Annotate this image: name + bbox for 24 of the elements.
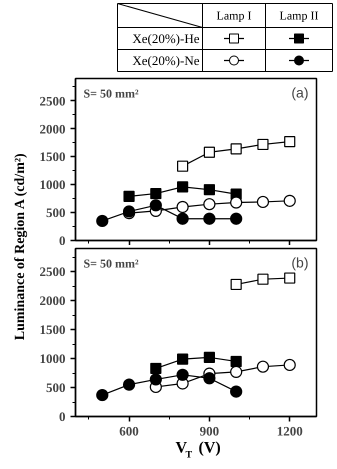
y-tick-label: 1500 xyxy=(40,322,66,338)
text: Lamp II xyxy=(280,8,318,22)
x-tick-label: 900 xyxy=(200,424,220,438)
y-tick-label: 2000 xyxy=(40,293,66,308)
legend-label: Xe(20%)-He xyxy=(132,31,200,46)
y-tick-label: 2500 xyxy=(40,264,66,280)
y-tick-label: 1500 xyxy=(40,149,66,164)
y-tick-label: 0 xyxy=(59,409,66,424)
y-tick-label: 500 xyxy=(46,205,66,220)
x-tick-label: 1200 xyxy=(276,424,303,438)
x-tick-label: 600 xyxy=(119,424,139,438)
annotation: S= 50 mm² xyxy=(84,256,140,270)
y-tick-label: 0 xyxy=(59,233,66,248)
y-tick-label: 500 xyxy=(46,380,66,396)
y-tick-label: 2500 xyxy=(40,93,66,108)
annotation: (b) xyxy=(291,254,309,270)
y-tick-label: 2000 xyxy=(40,121,66,136)
text: Lamp I xyxy=(216,8,252,22)
legend-label: Xe(20%)-Ne xyxy=(132,53,200,68)
y-axis-title: Luminance of Region A (cd/m²) xyxy=(13,152,28,340)
annotation: (a) xyxy=(291,84,309,100)
y-tick-label: 1000 xyxy=(40,177,66,192)
annotation: S= 50 mm² xyxy=(84,86,140,100)
y-tick-label: 1000 xyxy=(40,351,66,366)
